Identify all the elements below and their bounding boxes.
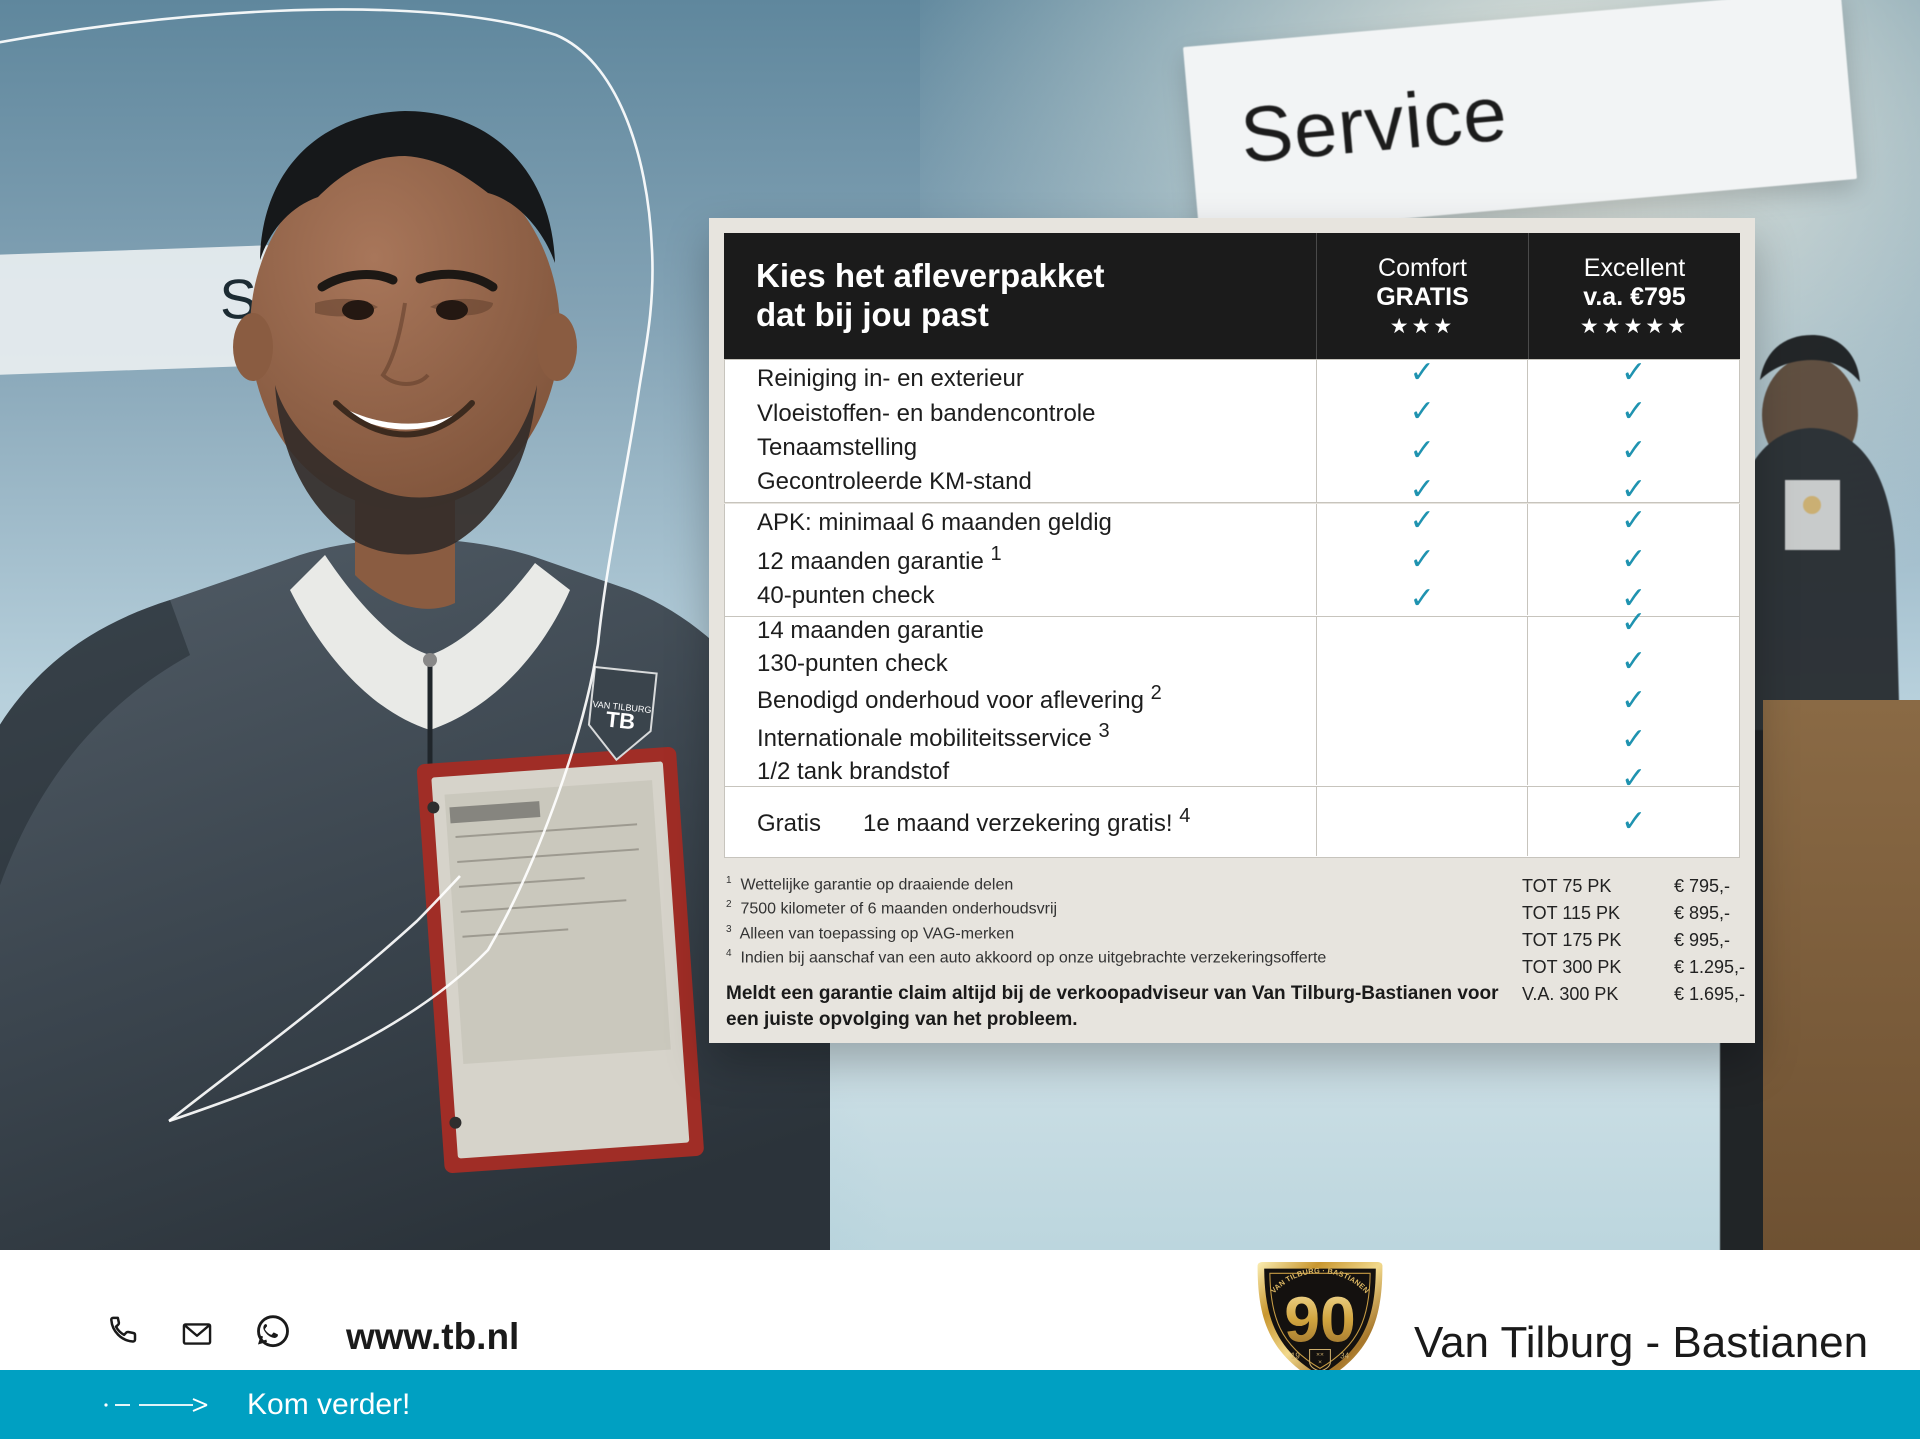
svg-text:×: × — [1318, 1359, 1322, 1366]
svg-text:34: 34 — [1340, 1351, 1349, 1360]
svg-text:××: ×× — [1316, 1352, 1324, 1359]
svg-text:90: 90 — [1284, 1283, 1356, 1355]
svg-text:19: 19 — [1291, 1351, 1300, 1360]
